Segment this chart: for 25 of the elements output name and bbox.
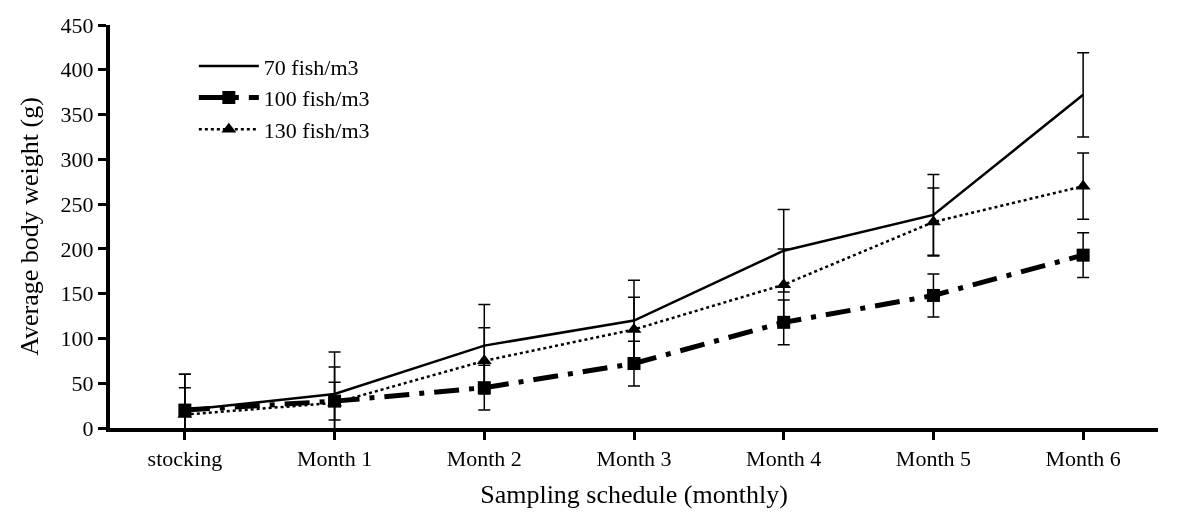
point (926, 288, 940, 302)
y-tick-label: 450 (60, 12, 94, 38)
point (777, 315, 791, 329)
y-tick-label: 200 (60, 236, 94, 262)
x-tick-label: stocking (147, 446, 223, 472)
x-axis-title: Sampling schedule (monthly) (480, 479, 788, 509)
point (1076, 248, 1090, 262)
y-tick-label: 150 (60, 281, 94, 307)
x-tick-label: Month 3 (596, 446, 672, 472)
legend-label: 70 fish/m3 (263, 54, 359, 80)
y-tick-label: 250 (60, 191, 94, 217)
x-tick-label: Month 5 (895, 446, 972, 472)
x-tick-label: Month 4 (746, 446, 822, 472)
legend-label: 100 fish/m3 (263, 86, 370, 112)
x-tick-label: Month 2 (446, 446, 522, 472)
y-tick-label: 300 (60, 147, 94, 173)
y-tick-label: 50 (71, 370, 94, 396)
y-axis-title: Average body weight (g) (15, 97, 45, 356)
y-tick-label: 0 (82, 415, 94, 441)
x-tick-label: Month 1 (296, 446, 373, 472)
y-tick-label: 350 (60, 102, 94, 128)
y-tick-label: 400 (60, 57, 94, 83)
legend-label: 130 fish/m3 (263, 117, 370, 143)
x-tick-label: Month 6 (1045, 446, 1121, 472)
y-tick-label: 100 (60, 326, 94, 352)
